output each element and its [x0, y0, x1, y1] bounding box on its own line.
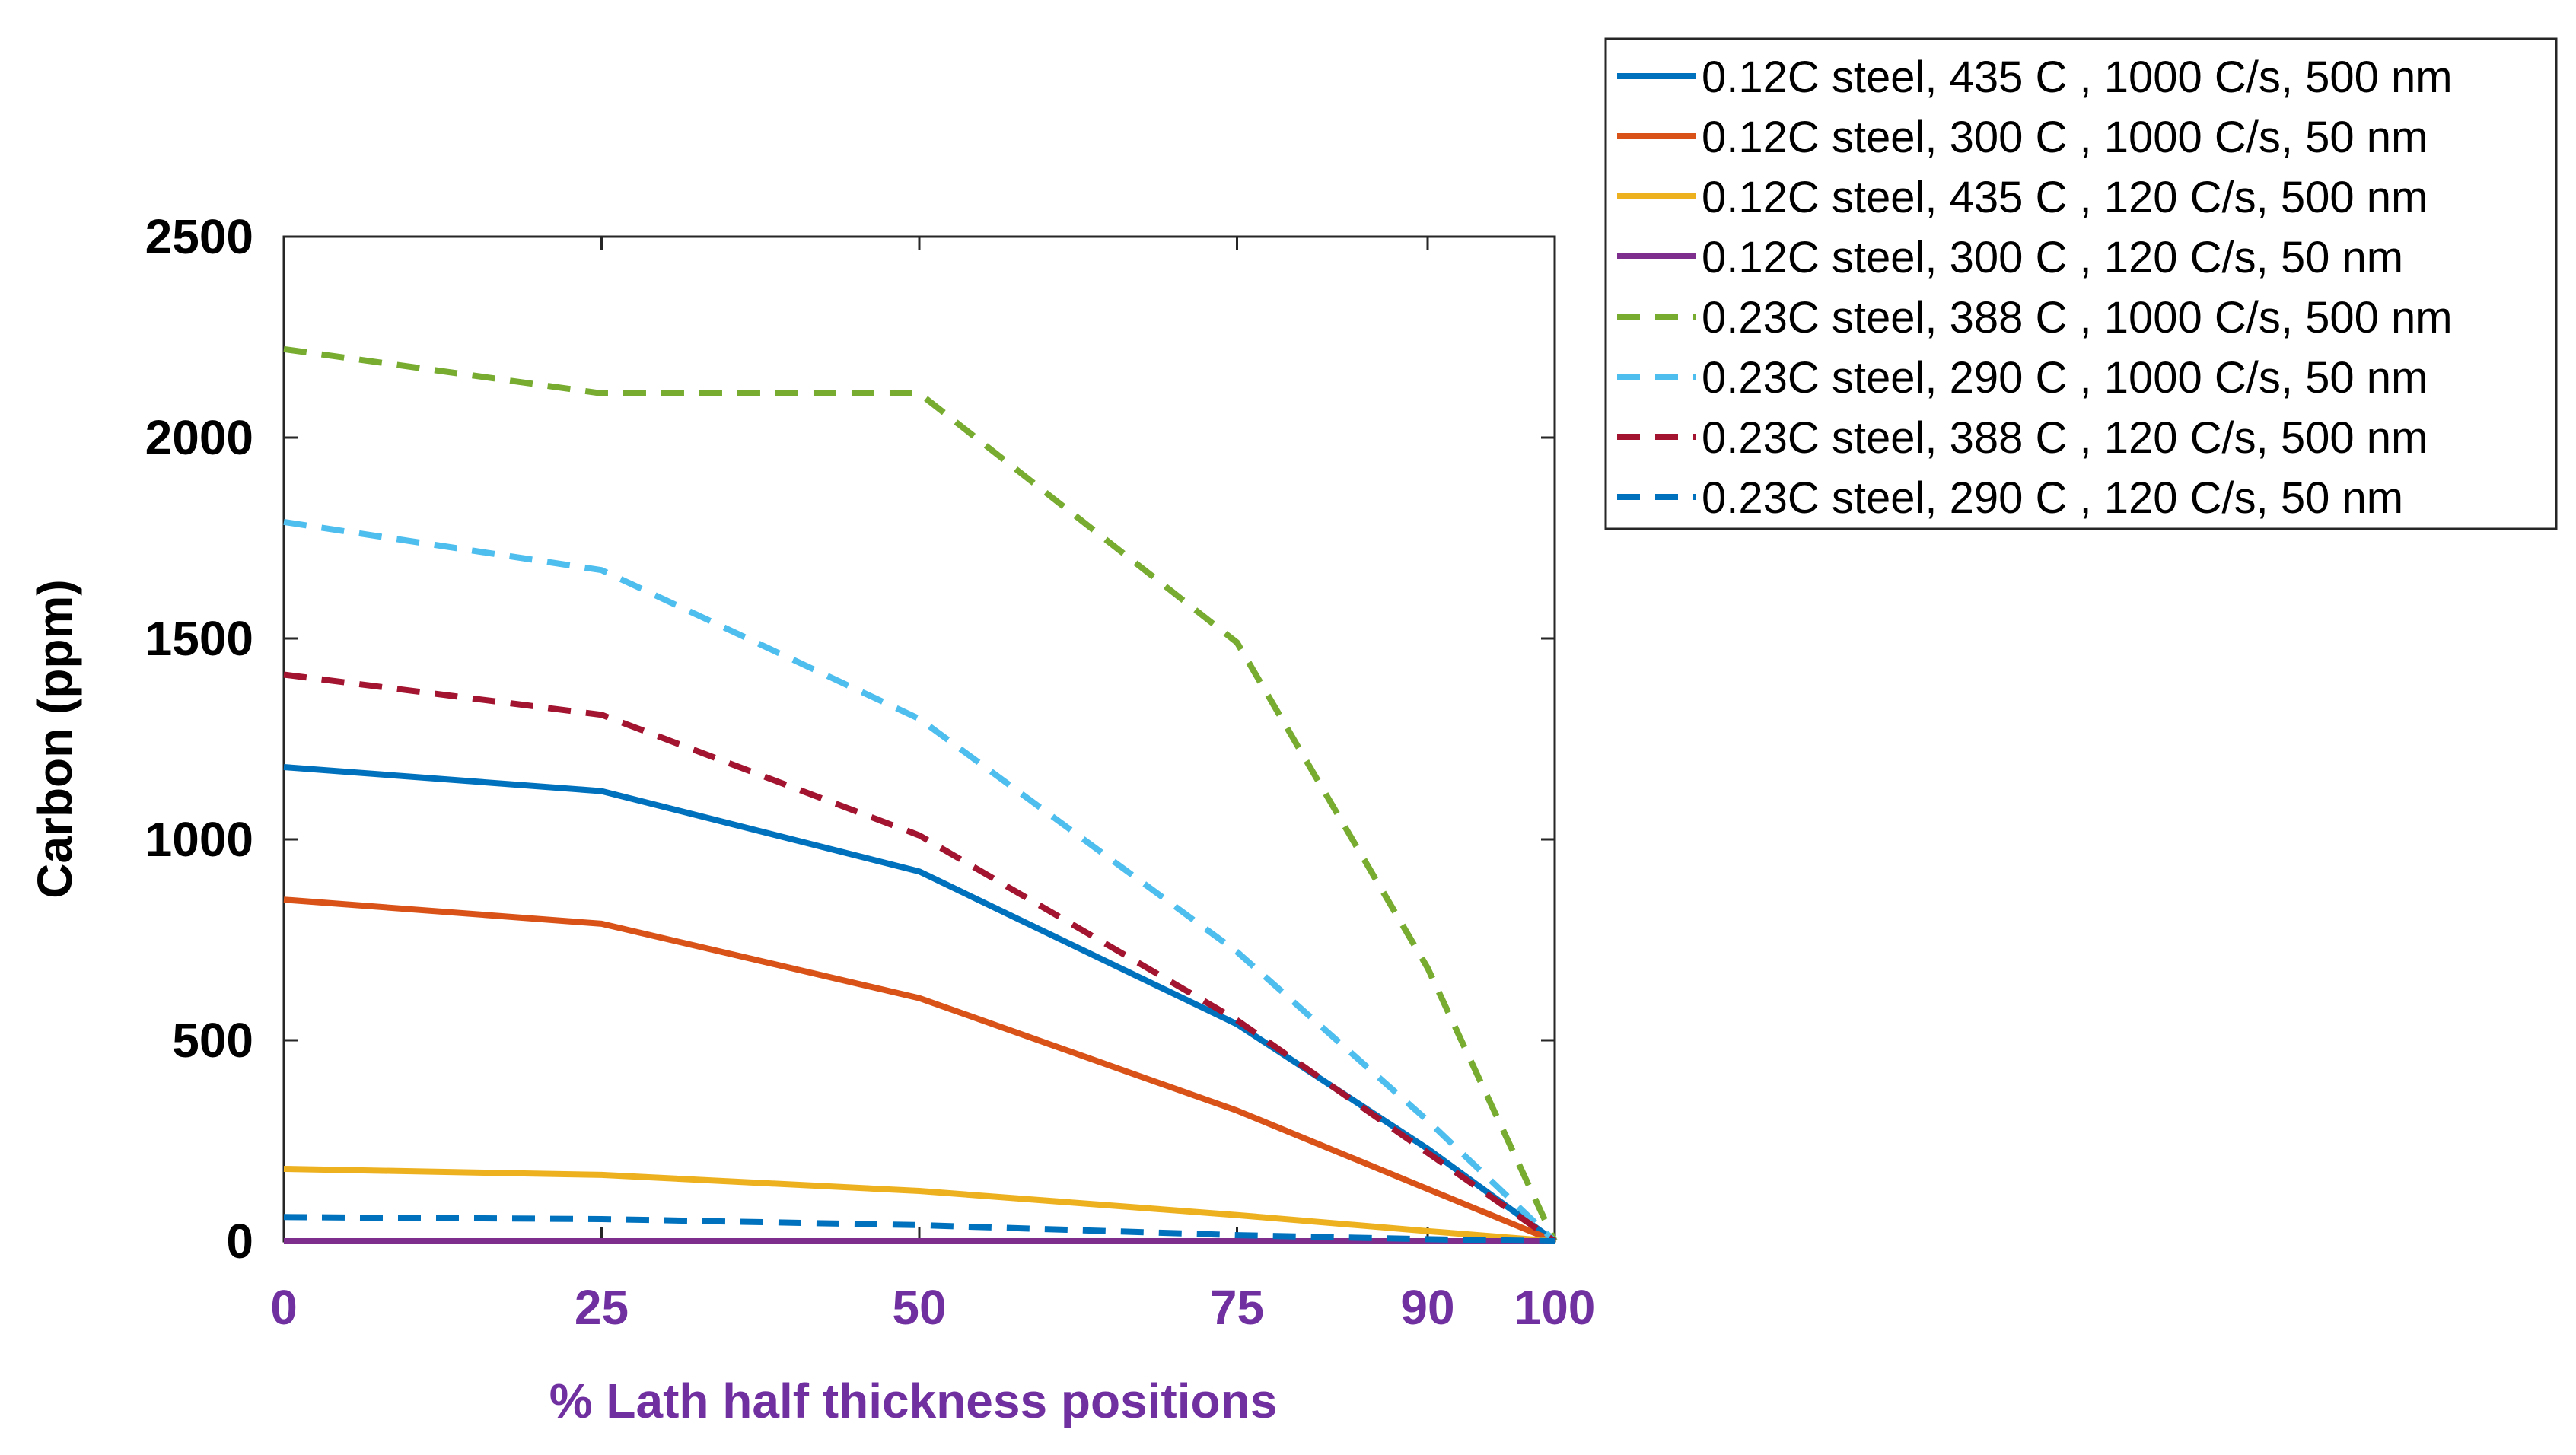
series-line — [283, 345, 1558, 1243]
y-tick-label: 0 — [226, 1214, 253, 1269]
legend-entry-label: 0.12C steel, 435 C , 120 C/s, 500 nm — [1702, 173, 2428, 222]
x-tick-label: 75 — [1210, 1280, 1264, 1335]
legend-entry-label: 0.12C steel, 435 C , 1000 C/s, 500 nm — [1702, 53, 2453, 102]
legend-entry-label: 0.23C steel, 290 C , 120 C/s, 50 nm — [1702, 473, 2403, 523]
y-tick-label: 2000 — [145, 410, 253, 465]
y-tick-label: 500 — [172, 1013, 253, 1068]
series-line — [283, 671, 1557, 1244]
x-tick-label: 100 — [1514, 1280, 1596, 1335]
y-tick-label: 2500 — [145, 209, 253, 264]
series-lines — [283, 345, 1558, 1244]
series-line — [283, 764, 1557, 1244]
legend-entry-label: 0.23C steel, 388 C , 120 C/s, 500 nm — [1702, 413, 2428, 463]
x-axis-label: % Lath half thickness positions — [549, 1374, 1278, 1428]
y-tick-label: 1500 — [145, 611, 253, 666]
plot-frame — [282, 235, 1556, 1243]
y-axis-label: Carbon (ppm) — [27, 579, 82, 899]
legend-entry-label: 0.12C steel, 300 C , 120 C/s, 50 nm — [1702, 233, 2403, 282]
legend-entry-label: 0.12C steel, 300 C , 1000 C/s, 50 nm — [1702, 113, 2428, 162]
legend-entry-label: 0.23C steel, 290 C , 1000 C/s, 50 nm — [1702, 353, 2428, 403]
series-line — [283, 1166, 1555, 1244]
x-axis-tick-labels: 0 25 50 75 90 100 — [270, 1280, 1595, 1335]
series-line — [283, 518, 1557, 1243]
series-line — [283, 896, 1556, 1244]
legend-entry-label: 0.23C steel, 388 C , 1000 C/s, 500 nm — [1702, 293, 2453, 342]
x-tick-label: 50 — [892, 1280, 946, 1335]
plot-area — [282, 235, 1558, 1244]
legend-box — [1604, 37, 2558, 530]
y-tick-label: 1000 — [145, 812, 253, 867]
y-axis-tick-labels: 0 500 1000 1500 2000 2500 — [145, 209, 253, 1269]
x-tick-label: 0 — [270, 1280, 298, 1335]
x-tick-label: 90 — [1400, 1280, 1454, 1335]
x-tick-label: 25 — [575, 1280, 629, 1335]
legend: 0.12C steel, 435 C , 1000 C/s, 500 nm 0.1… — [1604, 37, 2558, 530]
